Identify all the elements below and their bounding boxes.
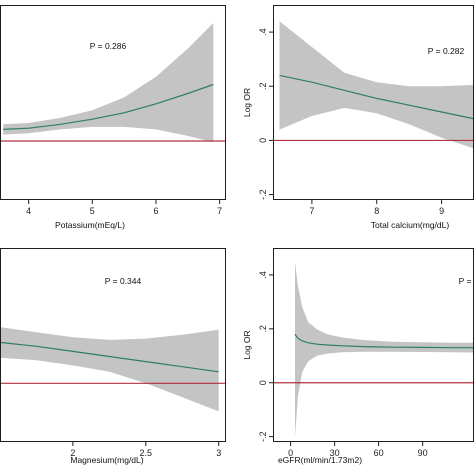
x-tick-label: 2 xyxy=(70,448,75,458)
x-tick-label: 7 xyxy=(309,206,314,216)
y-tick-label: .4 xyxy=(258,28,268,36)
panel-bottom-left: 2 2.5 3 Magnesium(mg/dL) P = 0.344 xyxy=(0,248,226,465)
y-tick-label: .4 xyxy=(258,271,268,279)
fit-line xyxy=(0,341,219,373)
plot-area xyxy=(273,261,474,437)
panel-top-left: 4 5 6 7 Potassium(mEq/L) P = 0.286 xyxy=(0,5,226,230)
x-tick-label: 2.5 xyxy=(140,448,153,458)
x-tick-label: 90 xyxy=(418,448,428,458)
plot-frame xyxy=(0,248,226,442)
y-tick-label: .2 xyxy=(258,82,268,90)
confidence-band xyxy=(295,261,474,437)
x-axis-title: Magnesium(mg/dL) xyxy=(70,455,143,465)
y-tick-label: 0 xyxy=(258,380,268,385)
x-axis-title: Total calcium(mg/dL) xyxy=(371,220,450,230)
plot-frame xyxy=(0,5,226,200)
plot-area xyxy=(0,23,226,143)
y-axis-title: Log OR xyxy=(242,88,252,117)
x-axis-title: eGFR(ml/min/1.73m2) xyxy=(278,455,362,465)
fit-line xyxy=(279,74,474,120)
confidence-band xyxy=(279,21,474,149)
p-value-label: P = 0.286 xyxy=(90,41,127,51)
fit-line xyxy=(3,83,214,130)
x-tick-label: 30 xyxy=(330,448,340,458)
y-tick-label: -.2 xyxy=(258,189,268,200)
x-tick-label: 5 xyxy=(90,206,95,216)
confidence-band xyxy=(3,23,214,143)
plot-area xyxy=(273,21,474,149)
fit-line xyxy=(294,333,474,349)
panel-bottom-right: 0 30 60 90 -.2 0 .2 .4 Log OR eGFR(ml/min/1.73m2)… xyxy=(242,248,474,465)
confidence-band xyxy=(0,327,219,412)
x-tick-label: 3 xyxy=(216,448,221,458)
x-tick-label: 9 xyxy=(439,206,444,216)
p-value-label: P = 0.344 xyxy=(105,276,142,286)
x-tick-label: 0 xyxy=(288,448,293,458)
x-axis-title: Potassium(mEq/L) xyxy=(55,220,125,230)
plot-area xyxy=(0,327,226,412)
x-tick-label: 6 xyxy=(153,206,158,216)
x-tick-label: 60 xyxy=(374,448,384,458)
y-tick-label: .2 xyxy=(258,325,268,333)
p-value-label: P = 0.282 xyxy=(428,46,465,56)
x-tick-label: 4 xyxy=(26,206,31,216)
y-tick-label: -.2 xyxy=(258,431,268,442)
panel-top-right: 7 8 9 -.2 0 .2 .4 Log OR Total calcium(mg/dL) P =… xyxy=(242,5,474,230)
x-tick-label: 8 xyxy=(374,206,379,216)
y-axis-title: Log OR xyxy=(242,330,252,359)
x-tick-label: 7 xyxy=(217,206,222,216)
p-value-label: P = xyxy=(459,276,472,286)
y-tick-label: 0 xyxy=(258,138,268,143)
